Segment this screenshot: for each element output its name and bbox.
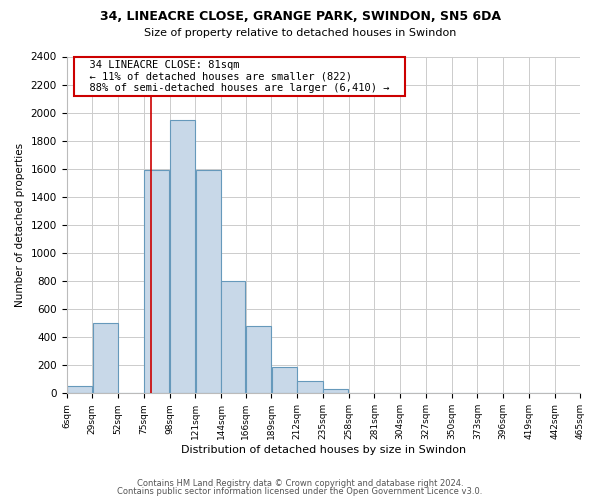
X-axis label: Distribution of detached houses by size in Swindon: Distribution of detached houses by size … xyxy=(181,445,466,455)
Bar xyxy=(170,120,195,394)
Text: 34 LINEACRE CLOSE: 81sqm
  ← 11% of detached houses are smaller (822)
  88% of s: 34 LINEACRE CLOSE: 81sqm ← 11% of detach… xyxy=(77,60,402,93)
Bar xyxy=(246,326,271,394)
Bar xyxy=(323,389,349,394)
Bar xyxy=(196,170,221,394)
Bar xyxy=(272,366,297,394)
Text: Contains public sector information licensed under the Open Government Licence v3: Contains public sector information licen… xyxy=(118,487,482,496)
Bar xyxy=(92,323,118,394)
Bar xyxy=(67,386,92,394)
Text: 34, LINEACRE CLOSE, GRANGE PARK, SWINDON, SN5 6DA: 34, LINEACRE CLOSE, GRANGE PARK, SWINDON… xyxy=(100,10,500,23)
Bar xyxy=(221,281,245,394)
Bar xyxy=(298,380,323,394)
Text: Size of property relative to detached houses in Swindon: Size of property relative to detached ho… xyxy=(144,28,456,38)
Text: Contains HM Land Registry data © Crown copyright and database right 2024.: Contains HM Land Registry data © Crown c… xyxy=(137,478,463,488)
Y-axis label: Number of detached properties: Number of detached properties xyxy=(15,143,25,307)
Bar xyxy=(144,170,169,394)
